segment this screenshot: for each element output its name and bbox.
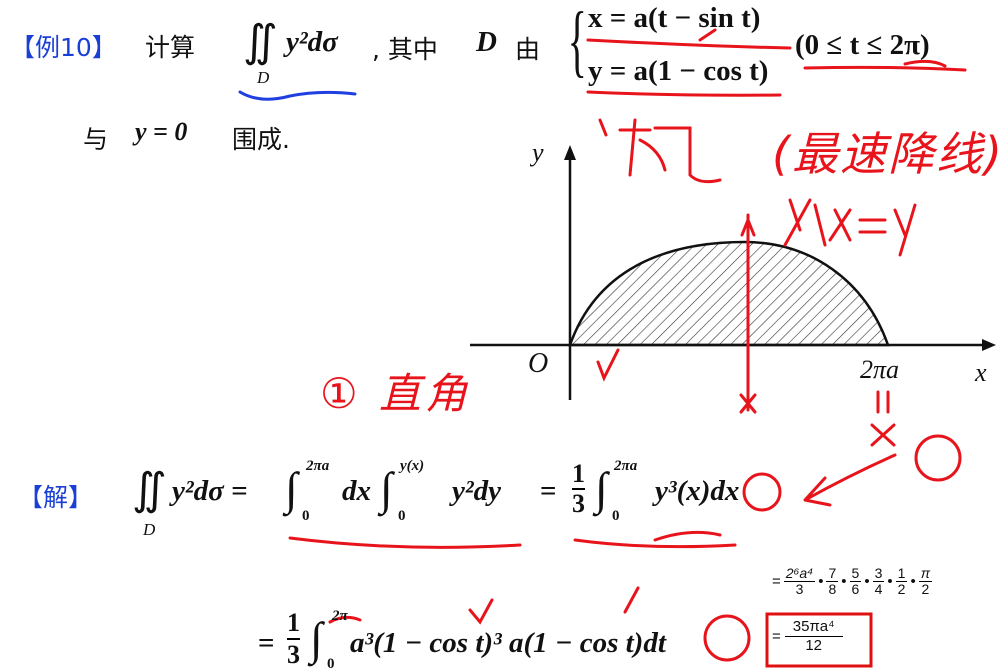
dot-icon: •: [910, 573, 916, 590]
result-fraction: 35πa⁴ 12: [784, 618, 843, 655]
num: 5: [849, 565, 862, 582]
y-axis-arrow-icon: [564, 145, 576, 160]
step-fraction: 2⁶a⁴ 3: [783, 565, 816, 597]
dx-1: dx: [342, 475, 371, 507]
num: 3: [872, 565, 885, 582]
num: π: [918, 565, 933, 582]
with-text: 与: [83, 125, 109, 154]
fraction-den: 3: [572, 489, 585, 518]
t-range: (0 ≤ t ≤ 2π): [795, 29, 930, 61]
integrand: y²dσ: [286, 26, 338, 58]
fraction-den: 3: [287, 640, 300, 669]
result-box: [765, 612, 873, 668]
den: 3: [795, 581, 804, 597]
cycloid-region: [568, 240, 890, 347]
integral-2-upper: y(x): [400, 458, 425, 474]
integral-2: ∫: [380, 463, 393, 514]
example-label: 【例10】: [10, 33, 117, 62]
handwritten-brachistochrone-note: (最速降线): [772, 127, 998, 181]
integral-1-upper: 2πa: [306, 458, 330, 474]
num: 35πa⁴: [784, 618, 843, 637]
y-equals-zero: y = 0: [135, 117, 188, 146]
final-result: = 35πa⁴ 12: [772, 618, 843, 655]
equation-x: x = a(t − sin t): [588, 2, 761, 34]
dot-icon: •: [864, 573, 870, 590]
x-axis-arrow-icon: [982, 339, 996, 351]
den: 2: [897, 581, 906, 597]
solution-label: 【解】: [18, 483, 94, 512]
by-text: 由: [515, 35, 541, 64]
handwritten-circle-1-note: ① 直角: [320, 369, 472, 418]
y-axis-label: y: [532, 138, 544, 167]
y2dy: y²dy: [452, 475, 501, 507]
integral-4-lower: 0: [327, 656, 335, 671]
num: 2⁶a⁴: [783, 565, 816, 582]
fraction-num: 1: [287, 608, 300, 640]
num: 1: [895, 565, 908, 582]
fraction-num: 1: [572, 459, 585, 490]
integral-3: ∫: [595, 463, 608, 514]
compute-text: 计算: [145, 33, 196, 62]
origin-label: O: [528, 348, 549, 379]
domain-subscript: D: [257, 68, 270, 87]
y3x-dx: y³(x)dx: [655, 475, 740, 507]
end-label: 2πa: [860, 355, 900, 384]
line2-integrand: a³(1 − cos t)³ a(1 − cos t)dt: [350, 627, 666, 659]
integral-3-upper: 2πa: [614, 458, 638, 474]
solution-domain-subscript: D: [143, 520, 156, 539]
den: 2: [921, 581, 930, 597]
handwritten-ink: [238, 28, 967, 662]
equation-y: y = a(1 − cos t): [588, 55, 769, 87]
dot-icon: •: [841, 573, 847, 590]
step-equals: =: [772, 573, 781, 590]
num: 7: [826, 565, 839, 582]
integral-2-lower: 0: [398, 508, 406, 524]
solution-double-integral: ∬: [132, 465, 167, 514]
left-brace: {: [567, 0, 587, 85]
equals-1: =: [540, 475, 557, 507]
integral-4: ∫: [310, 613, 323, 664]
dot-icon: •: [818, 573, 824, 590]
solution-lhs: y²dσ =: [172, 475, 248, 507]
double-integral-sign: ∬: [243, 17, 278, 66]
result-equals: =: [772, 628, 781, 645]
den: 8: [828, 581, 837, 597]
where-text: , 其中: [372, 35, 438, 64]
integral-1: ∫: [285, 463, 298, 514]
den: 6: [851, 581, 860, 597]
den: 4: [874, 581, 883, 597]
integral-3-lower: 0: [612, 508, 620, 524]
x-axis-label: x: [975, 358, 987, 387]
integral-4-upper: 2π: [332, 608, 348, 624]
integral-1-lower: 0: [302, 508, 310, 524]
den: 12: [805, 637, 823, 654]
dot-icon: •: [887, 573, 893, 590]
enclosed-text: 围成.: [232, 125, 290, 154]
equals-2: =: [258, 627, 275, 659]
domain-D: D: [476, 26, 497, 58]
